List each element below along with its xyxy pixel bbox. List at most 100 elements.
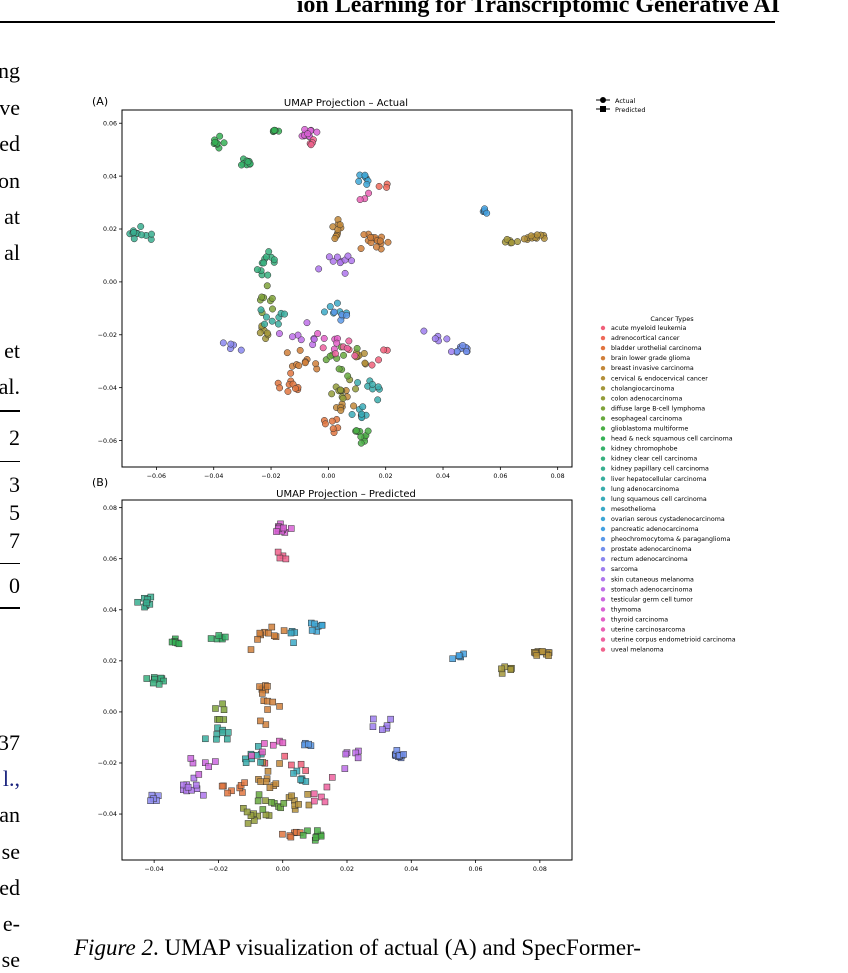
predicted-point [247, 812, 255, 819]
x-tick-label: 0.00 [276, 866, 290, 873]
actual-point [360, 231, 368, 239]
actual-point [258, 293, 266, 301]
actual-point [274, 320, 282, 328]
legend-label: uveal melanoma [611, 647, 664, 654]
legend-swatch [600, 577, 606, 582]
y-tick-label: 0.02 [103, 658, 117, 665]
predicted-point [310, 790, 318, 798]
actual-point [333, 253, 341, 261]
actual-point [270, 256, 278, 264]
actual-point [320, 335, 328, 342]
legend-label: stomach adenocarcinoma [611, 586, 693, 593]
predicted-point [202, 759, 209, 766]
predicted-point [342, 750, 350, 758]
predicted-point [222, 633, 229, 641]
predicted-point [302, 767, 309, 774]
predicted-point [225, 729, 232, 736]
legend-swatch [600, 617, 606, 622]
x-tick-label: −0.02 [209, 866, 228, 873]
panel-b-points [134, 520, 553, 844]
predicted-point [247, 646, 255, 653]
umap-figure-svg: (A) UMAP Projection – Actual −0.06 −0.04−… [92, 95, 736, 873]
predicted-point [195, 771, 203, 778]
actual-point [351, 352, 359, 360]
y-tick-label: 0.06 [103, 556, 117, 563]
actual-point [341, 269, 349, 277]
predicted-point [272, 780, 280, 787]
predicted-point [314, 827, 321, 834]
actual-point [367, 234, 375, 241]
predicted-point [400, 751, 407, 758]
legend-label: mesothelioma [611, 506, 656, 513]
actual-point [343, 344, 351, 352]
predicted-point [271, 632, 278, 639]
actual-point [321, 420, 329, 428]
y-tick-label: −0.06 [98, 438, 117, 445]
predicted-point [299, 831, 307, 839]
legend-title: Cancer Types [650, 315, 694, 323]
predicted-point [255, 743, 262, 750]
actual-point [137, 223, 145, 230]
caption-text: . UMAP visualization of actual (A) and S… [153, 935, 641, 960]
citation-link-fragment[interactable]: l., [2, 766, 20, 791]
table-rule [0, 461, 20, 462]
actual-point [268, 317, 276, 325]
y-tick-label: −0.02 [98, 760, 117, 767]
legend-label: skin cutaneous melanoma [611, 576, 694, 583]
actual-point [263, 282, 271, 290]
actual-point [325, 253, 333, 261]
actual-point [227, 340, 235, 348]
actual-point [256, 329, 264, 337]
legend-swatch [600, 567, 606, 572]
text-fragment: et [4, 338, 20, 363]
legend-swatch [600, 647, 606, 652]
predicted-point [262, 811, 270, 819]
legend-label: kidney clear cell carcinoma [611, 456, 697, 463]
predicted-point [143, 675, 151, 682]
legend-swatch [600, 556, 606, 562]
actual-point [344, 372, 352, 380]
predicted-point [257, 717, 264, 725]
predicted-point [212, 758, 219, 765]
predicted-point [449, 655, 456, 662]
text-fragment: on [0, 168, 20, 193]
table-fragment: 5 [9, 500, 20, 525]
legend-swatch [600, 456, 606, 461]
actual-point [336, 221, 344, 229]
predicted-point [383, 722, 391, 729]
x-tick-label: 0.06 [493, 473, 507, 480]
legend-swatch [600, 637, 606, 642]
predicted-point [288, 761, 295, 769]
actual-point [373, 243, 380, 251]
predicted-point [262, 797, 269, 804]
actual-point [357, 433, 365, 441]
actual-point [328, 417, 336, 425]
actual-point [374, 396, 382, 404]
actual-point [376, 237, 384, 245]
actual-point [261, 320, 269, 328]
actual-point [340, 351, 348, 359]
legend-label: esophageal carcinoma [611, 415, 682, 422]
legend-label: ovarian serous cystadenocarcinoma [611, 516, 725, 523]
actual-point [361, 359, 369, 367]
predicted-point [290, 639, 297, 646]
predicted-point [279, 739, 287, 747]
predicted-point [219, 700, 226, 708]
actual-point [344, 252, 352, 260]
predicted-point [254, 797, 262, 805]
actual-point [326, 303, 334, 311]
legend-swatch [600, 486, 606, 491]
predicted-point [255, 791, 263, 798]
predicted-point [205, 763, 212, 770]
actual-point [360, 349, 368, 357]
predicted-point [175, 640, 183, 648]
actual-point [383, 183, 391, 191]
y-tick-label: 0.04 [103, 607, 117, 614]
predicted-point [297, 776, 304, 783]
running-header-title: ion Learning for Transcriptomic Generati… [296, 0, 780, 18]
figure-2: (A) UMAP Projection – Actual −0.06 −0.04−… [90, 90, 770, 880]
x-tick-label: −0.02 [261, 473, 280, 480]
y-tick-label: 0.00 [103, 709, 117, 716]
actual-point [365, 189, 373, 197]
actual-point [283, 349, 291, 357]
